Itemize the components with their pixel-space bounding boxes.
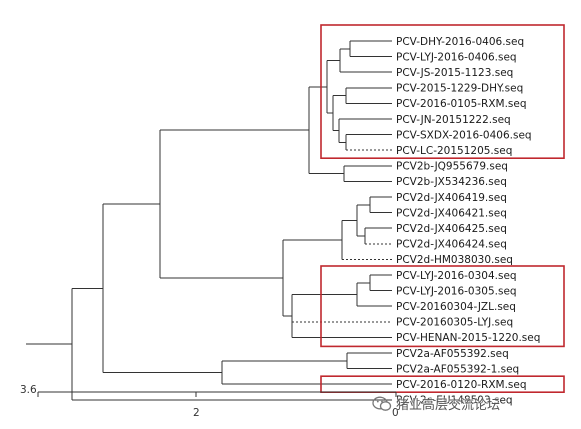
- leaf-label: PCV-HENAN-2015-1220.seq: [396, 332, 540, 344]
- leaf-label: PCV-2016-0105-RXM.seq: [396, 98, 527, 110]
- leaf-label: PCV-20160305-LYJ.seq: [396, 317, 513, 329]
- wechat-icon: [372, 396, 392, 411]
- leaf-label: PCV2d-JX406424.seq: [396, 239, 507, 251]
- watermark-text: 猪业高层交流论坛: [396, 398, 501, 413]
- leaf-label: PCV-2016-0120-RXM.seq: [396, 379, 527, 391]
- leaf-label: PCV-SXDX-2016-0406.seq: [396, 129, 532, 141]
- leaf-label: PCV2b-JQ955679.seq: [396, 161, 508, 173]
- leaf-label: PCV-20160304-JZL.seq: [396, 301, 516, 313]
- leaf-label: PCV2a-AF055392.seq: [396, 348, 509, 360]
- leaf-label: PCV-LYJ-2016-0304.seq: [396, 270, 517, 282]
- leaf-label: PCV2a-AF055392-1.seq: [396, 363, 519, 375]
- leaf-label: PCV-DHY-2016-0406.seq: [396, 36, 524, 48]
- axis-tick-label: 3.6: [20, 384, 37, 396]
- leaf-label: PCV2d-JX406425.seq: [396, 223, 507, 235]
- leaf-label: PCV-2c-EU148503.seq: [396, 395, 513, 407]
- highlight-box-group-1: [320, 24, 565, 159]
- leaf-label: PCV2b-JX534236.seq: [396, 176, 507, 188]
- leaf-label: PCV-LYJ-2016-0305.seq: [396, 285, 517, 297]
- leaf-label: PCV-JS-2015-1123.seq: [396, 67, 513, 79]
- leaf-label: PCV2d-HM038030.seq: [396, 254, 513, 266]
- leaf-label: PCV2d-JX406421.seq: [396, 207, 507, 219]
- leaf-label: PCV-2015-1229-DHY.seq: [396, 83, 523, 95]
- axis-tick-label: 2: [193, 407, 200, 419]
- leaf-label: PCV-LYJ-2016-0406.seq: [396, 51, 517, 63]
- watermark: 猪业高层交流论坛: [372, 394, 500, 413]
- highlight-box-group-3: [320, 375, 565, 394]
- leaf-label: PCV-LC-20151205.seq: [396, 145, 512, 157]
- leaf-label: PCV2d-JX406419.seq: [396, 192, 507, 204]
- highlight-box-group-2: [320, 265, 565, 348]
- leaf-label: PCV-JN-20151222.seq: [396, 114, 511, 126]
- axis-tick-label: 0: [392, 407, 399, 419]
